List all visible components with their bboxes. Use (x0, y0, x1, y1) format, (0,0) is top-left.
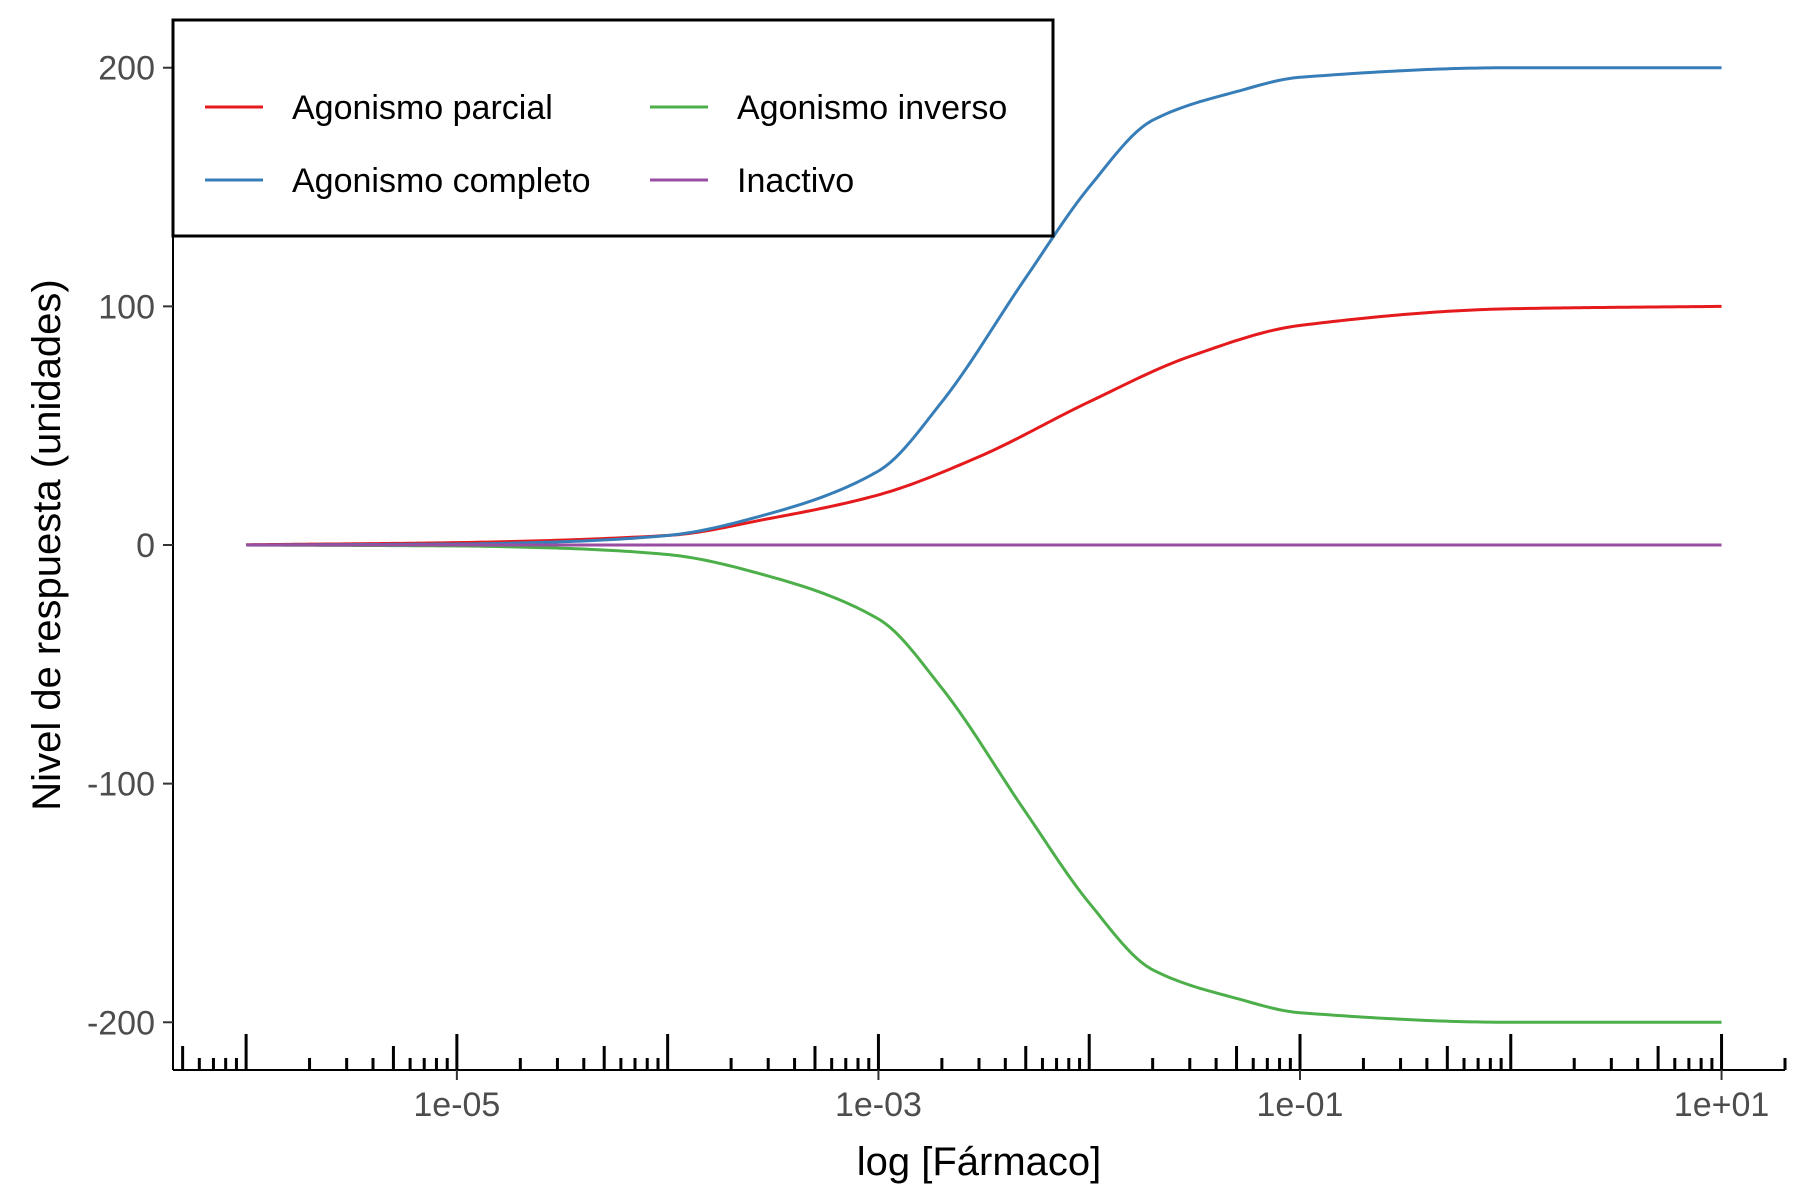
y-tick-label: -100 (87, 766, 155, 804)
series-layer (246, 66, 1722, 1024)
legend-box (171, 18, 1055, 238)
x-axis-title: log [Fármaco] (857, 1140, 1102, 1184)
y-tick-label: 0 (136, 527, 155, 565)
legend: Agonismo parcial Agonismo completo Agonism… (171, 18, 1055, 238)
legend-label-2: Agonismo completo (292, 162, 591, 200)
legend-label-3: Agonismo inverso (737, 89, 1007, 127)
plot-area (181, 66, 1787, 1070)
series-line-1 (246, 304, 1722, 547)
y-tick-label: 200 (98, 50, 155, 88)
y-tick-label: 100 (98, 288, 155, 326)
x-tick-label: 1e-01 (1257, 1086, 1344, 1124)
legend-label-1: Agonismo parcial (292, 89, 553, 127)
legend-label-4: Inactivo (737, 162, 854, 200)
series-line-3 (246, 543, 1722, 1024)
ticks-layer: 200 100 0 -100 -200 1e-05 1e-03 1e-01 1e+01 (87, 50, 1769, 1124)
rug-layer (181, 1034, 1787, 1070)
y-tick-label: -200 (87, 1004, 155, 1042)
x-tick-label: 1e-03 (835, 1086, 922, 1124)
x-tick-label: 1e-05 (413, 1086, 500, 1124)
y-axis-title: Nivel de respuesta (unidades) (25, 279, 69, 810)
x-tick-label: 1e+01 (1674, 1086, 1770, 1124)
